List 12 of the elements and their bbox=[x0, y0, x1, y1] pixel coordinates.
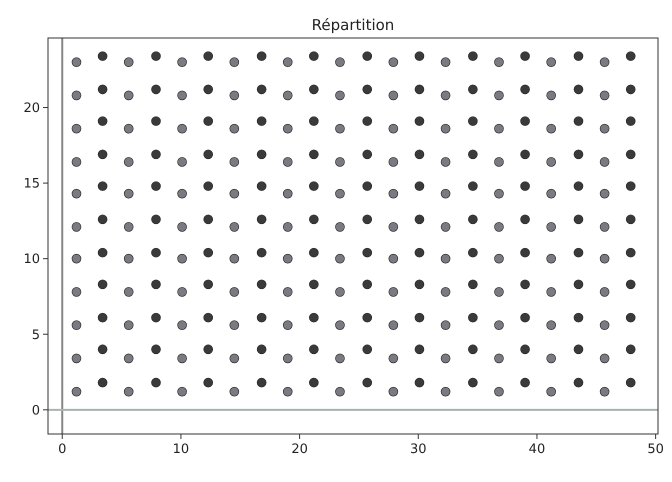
x-tick-label: 10 bbox=[172, 442, 190, 457]
y-tick-label: 15 bbox=[23, 176, 40, 192]
y-tick-label: 10 bbox=[23, 252, 40, 268]
y-tick-label: 0 bbox=[32, 403, 40, 418]
y-tick-label: 5 bbox=[32, 328, 40, 343]
y-tick-label: 20 bbox=[23, 101, 40, 116]
x-tick-label: 40 bbox=[528, 442, 546, 457]
chart-title: Répartition bbox=[312, 16, 394, 34]
x-tick-label: 30 bbox=[410, 442, 427, 457]
x-tick-label: 0 bbox=[58, 442, 66, 457]
x-tick-label: 50 bbox=[647, 442, 664, 457]
x-tick-label: 20 bbox=[291, 442, 308, 457]
